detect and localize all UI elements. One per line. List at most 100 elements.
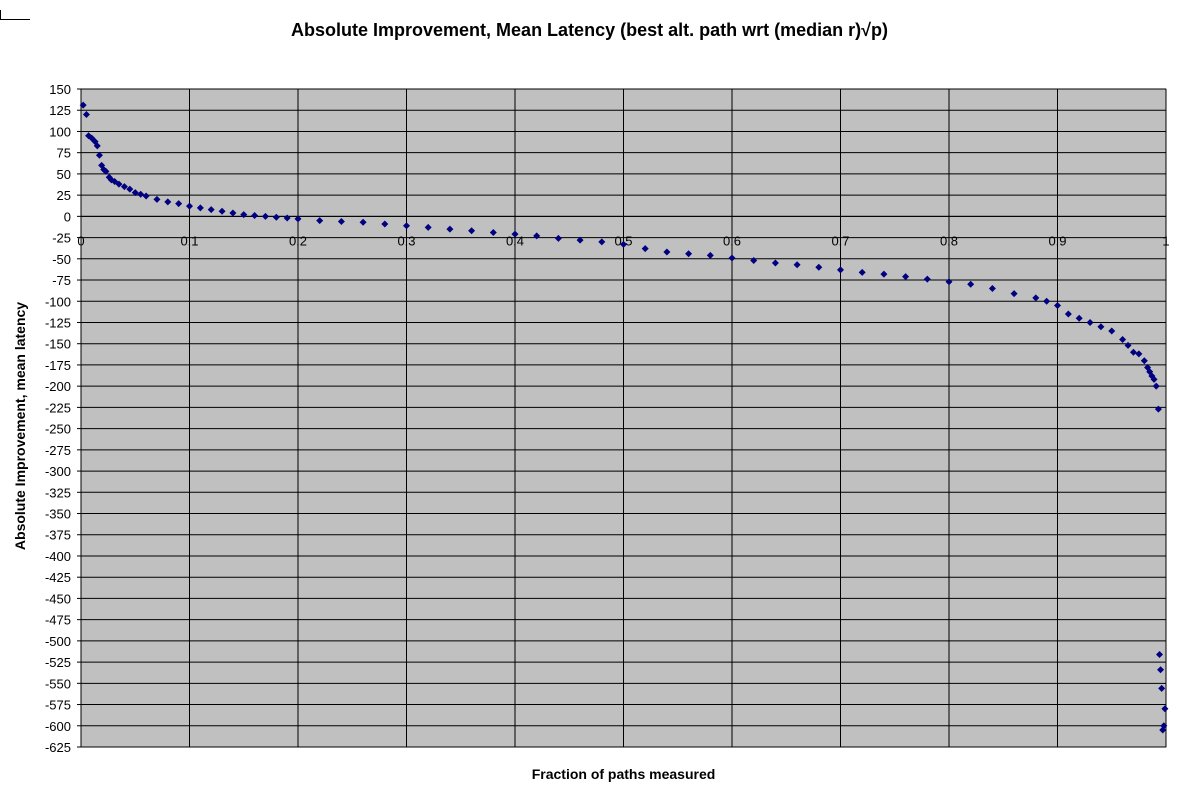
data-point	[153, 195, 161, 203]
data-point	[858, 268, 866, 276]
x-tick-label: 0.1	[180, 233, 198, 248]
y-tick-label: -200	[45, 379, 71, 394]
data-point	[468, 227, 476, 235]
data-points	[79, 101, 1169, 734]
y-tick-label: -250	[45, 422, 71, 437]
y-tick-label: -325	[45, 485, 71, 500]
x-tick-label: 1	[1162, 233, 1169, 248]
data-point	[337, 217, 345, 225]
data-point	[1108, 327, 1116, 335]
data-point	[403, 222, 410, 230]
y-tick-label: -275	[45, 443, 71, 458]
y-tick-label: -300	[45, 464, 71, 479]
data-point	[511, 230, 519, 238]
data-point	[1097, 323, 1105, 331]
gridlines	[80, 88, 1167, 748]
data-point	[750, 257, 758, 265]
x-tick-label: 0.9	[1048, 233, 1066, 248]
data-point	[880, 270, 888, 278]
data-point	[142, 192, 150, 200]
data-point	[316, 217, 324, 225]
y-tick-label: 100	[49, 124, 71, 139]
axes	[77, 88, 1167, 748]
x-tick-label: 0.4	[506, 233, 524, 248]
y-tick-label: -100	[45, 294, 71, 309]
data-point	[137, 190, 145, 198]
data-point	[533, 232, 541, 240]
x-tick-label: 0	[77, 233, 84, 248]
data-point	[641, 245, 649, 253]
data-point	[1032, 294, 1040, 302]
data-point	[82, 110, 90, 118]
y-tick-label: -350	[45, 507, 71, 522]
y-tick-label: 50	[57, 167, 71, 182]
data-point	[95, 151, 103, 159]
data-point	[294, 215, 302, 223]
data-point	[1158, 684, 1166, 692]
data-point	[261, 212, 269, 220]
data-point	[218, 207, 226, 215]
data-point	[229, 209, 237, 217]
data-point	[251, 212, 259, 220]
data-point	[967, 280, 975, 288]
x-tick-label: 0.5	[614, 233, 632, 248]
data-point	[1129, 348, 1137, 356]
x-axis-label: Fraction of paths measured	[531, 766, 716, 782]
x-tick-labels: 0 0.1 0.2 0.3 0.4 0.5 0.6 0.7 0.8 0.9 1	[77, 233, 1169, 248]
data-point	[1160, 722, 1168, 730]
y-tick-label: -400	[45, 549, 71, 564]
data-point	[131, 189, 139, 197]
data-point	[685, 250, 693, 258]
y-tick-label: -375	[45, 528, 71, 543]
data-point	[120, 183, 128, 191]
x-tick-label: 0.3	[397, 233, 415, 248]
y-tick-label: -175	[45, 358, 71, 373]
data-point	[1010, 290, 1018, 298]
data-point	[1152, 382, 1160, 390]
data-point	[175, 200, 183, 208]
y-tick-label: 125	[49, 103, 71, 118]
y-tick-label: 0	[64, 209, 71, 224]
data-point	[988, 285, 996, 293]
data-point	[902, 273, 910, 281]
y-tick-label: -125	[45, 315, 71, 330]
y-tick-label: 25	[57, 188, 71, 203]
data-point	[186, 202, 193, 210]
data-point	[837, 266, 844, 274]
x-tick-label: 0.6	[723, 233, 741, 248]
data-point	[1157, 666, 1165, 674]
data-point	[424, 223, 432, 231]
y-tick-label: 150	[49, 82, 71, 97]
data-point	[115, 180, 123, 188]
data-point	[923, 275, 931, 283]
data-point	[771, 259, 779, 267]
data-point	[1124, 341, 1132, 349]
data-point	[598, 238, 606, 246]
data-point	[240, 211, 248, 219]
y-tick-label: -550	[45, 676, 71, 691]
y-tick-label: -150	[45, 337, 71, 352]
data-point	[1043, 297, 1051, 305]
data-point	[663, 248, 671, 256]
data-point	[196, 204, 204, 212]
data-point	[1119, 335, 1127, 343]
data-point	[489, 228, 497, 236]
data-point	[1150, 375, 1158, 383]
y-tick-label: 75	[57, 146, 71, 161]
corner-mark	[0, 10, 30, 20]
y-tick-label: -225	[45, 400, 71, 415]
y-tick-label: -450	[45, 591, 71, 606]
data-point	[620, 240, 627, 248]
data-point	[93, 142, 101, 150]
data-point	[79, 101, 87, 109]
data-point	[446, 225, 454, 233]
data-point	[1140, 357, 1148, 365]
data-point	[283, 214, 291, 222]
y-tick-label: -75	[52, 273, 71, 288]
data-point	[815, 263, 823, 271]
data-point	[359, 218, 367, 226]
y-tick-label: -600	[45, 719, 71, 734]
data-point	[207, 206, 215, 214]
data-point	[126, 185, 134, 193]
